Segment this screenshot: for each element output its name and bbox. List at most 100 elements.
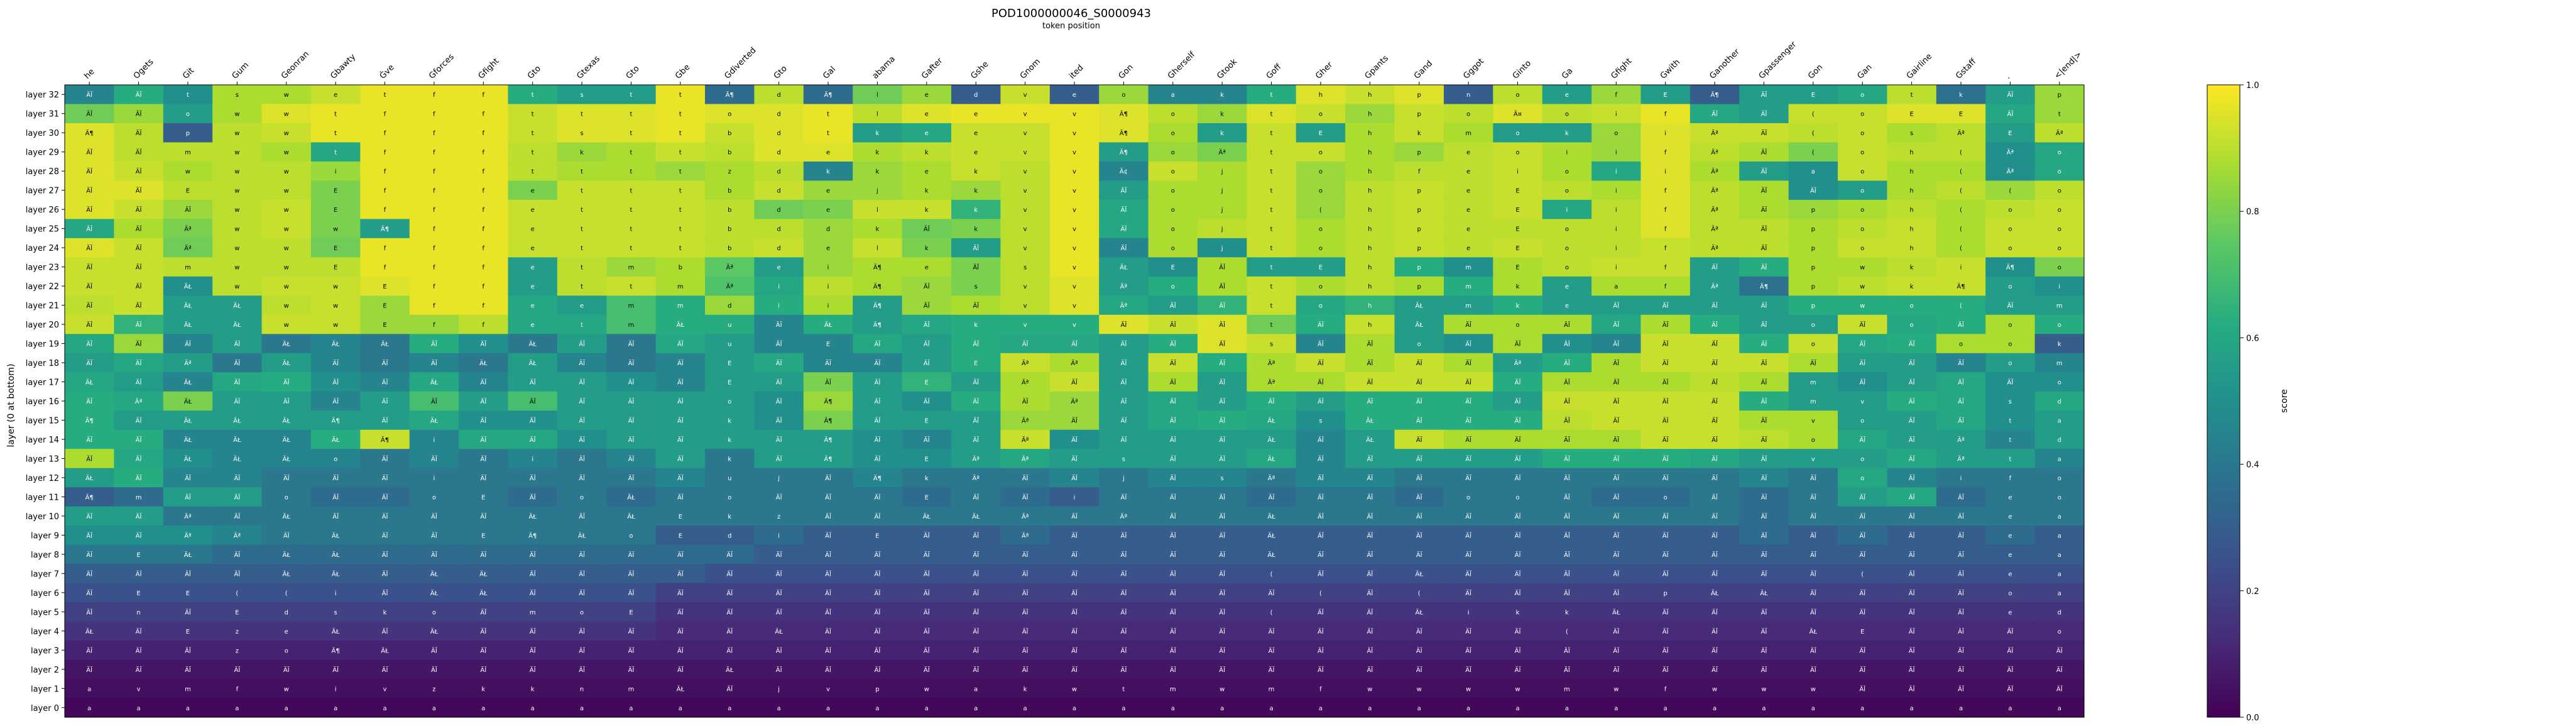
cell-token-label: f (433, 283, 435, 290)
heatmap-cell (1788, 525, 1838, 546)
heatmap-cell (1493, 429, 1543, 449)
cell-token-label: ÄĬ (875, 397, 881, 405)
heatmap-cell (212, 487, 263, 507)
heatmap-cell (1936, 564, 1986, 584)
heatmap-cell (1247, 487, 1297, 507)
heatmap-cell (1640, 372, 1691, 392)
heatmap-cell (655, 698, 706, 718)
heatmap-cell (409, 506, 459, 526)
cell-token-label: ÄĬ (1711, 340, 1718, 348)
cell-token-label: i (827, 303, 829, 310)
heatmap-cell (409, 219, 459, 239)
cell-token-label: p (1811, 265, 1815, 272)
cell-token-label: ÄĬ (924, 225, 930, 233)
heatmap-cell (261, 506, 312, 526)
heatmap-cell (853, 295, 903, 316)
heatmap-cells: ÄĬ ÄĬ t s w e t f f t s t t Ä¶ d Ä¶ l e d v e o a k t h h p n o e f E Ä¶ Ä… (65, 85, 2085, 718)
heatmap-cell (1838, 621, 1888, 641)
cell-token-label: ÄĬ (283, 666, 290, 674)
heatmap-cell (1788, 295, 1838, 316)
cell-token-label: e (580, 303, 584, 310)
heatmap-cell (951, 641, 1001, 661)
cell-token-label: p (1417, 265, 1421, 272)
heatmap-cell (2034, 698, 2085, 718)
cell-token-label: w (284, 265, 289, 272)
cell-token-label: u (728, 475, 731, 482)
cell-token-label: t (827, 111, 829, 118)
y-tick-label: layer 21 (26, 302, 59, 311)
cell-token-label: ÄĬ (726, 608, 733, 616)
heatmap-cell (1493, 238, 1543, 258)
cell-token-label: f (384, 188, 386, 195)
cell-token-label: s (580, 92, 583, 99)
heatmap-cell (1985, 123, 2036, 143)
heatmap-cell (1296, 410, 1346, 431)
heatmap-cell (1985, 391, 2036, 411)
heatmap-cell (557, 199, 607, 219)
cell-token-label: f (384, 168, 386, 175)
heatmap-cell (1345, 659, 1395, 679)
cell-token-label: v (1072, 130, 1076, 137)
cell-token-label: ÄĬ (1515, 340, 1521, 348)
heatmap-cell (951, 295, 1001, 316)
cell-token-label: f (1664, 111, 1667, 118)
heatmap-cell (114, 391, 164, 411)
heatmap-cell (1099, 449, 1149, 469)
cell-token-label: ÄĬ (1022, 397, 1029, 405)
heatmap-cell (1985, 276, 2036, 296)
heatmap-cell (1640, 564, 1691, 584)
cell-token-label: ÄŁ (283, 512, 291, 520)
heatmap-cell (1985, 372, 2036, 392)
heatmap-cell (508, 334, 558, 354)
cell-token-label: E (334, 245, 337, 252)
cell-token-label: ÄĬ (1170, 302, 1176, 310)
cell-token-label: s (1122, 456, 1125, 463)
heatmap-cell (655, 257, 706, 277)
cell-token-label: i (1566, 207, 1568, 214)
cell-token-label: a (1515, 705, 1519, 712)
cell-token-label: ÄĬ (86, 148, 92, 157)
heatmap-cell (459, 314, 509, 334)
cell-token-label: ÄĬ (1810, 359, 1816, 367)
cell-token-label: p (1417, 92, 1421, 99)
heatmap-cell (606, 468, 657, 488)
cell-token-label: o (1860, 226, 1864, 233)
cell-token-label: ÄĬ (480, 340, 486, 348)
x-tick-label: Git (181, 66, 196, 81)
cell-token-label: ÄĬ (332, 378, 339, 387)
cell-token-label: ÄŁ (184, 416, 192, 424)
heatmap-cell (557, 564, 607, 584)
cell-token-label: ÄĬ (2007, 302, 2014, 310)
cell-token-label: ÄĬ (1564, 340, 1570, 348)
cell-token-label: ÄĬ (1170, 378, 1176, 387)
cell-token-label: m (1465, 303, 1471, 310)
cell-token-label: ÄĬ (2056, 685, 2063, 693)
cell-token-label: Ä¶ (2006, 263, 2014, 272)
cell-token-label: ÄĬ (86, 110, 92, 118)
cell-token-label: k (925, 245, 929, 252)
cell-token-label: Äª (1957, 129, 1965, 137)
heatmap-cell (212, 257, 263, 277)
cell-token-label: ÄĬ (1761, 531, 1767, 539)
heatmap-cell (1247, 602, 1297, 622)
cell-token-label: ÄĬ (1711, 627, 1718, 635)
heatmap-cell (1394, 391, 1444, 411)
heatmap-cell (803, 276, 853, 296)
heatmap-cell (1197, 104, 1247, 124)
heatmap-cell (1936, 487, 1986, 507)
cell-token-label: E (186, 629, 190, 635)
cell-token-label: ÄĬ (1761, 397, 1767, 405)
heatmap-cell (1689, 468, 1740, 488)
heatmap-cell (803, 641, 853, 661)
cell-token-label: t (1270, 168, 1273, 175)
heatmap-cell (1099, 257, 1149, 277)
heatmap-cell (508, 85, 558, 105)
cell-token-label: ÄĬ (136, 416, 142, 424)
heatmap-cell (853, 257, 903, 277)
cell-token-label: f (384, 130, 386, 137)
heatmap-cell (261, 698, 312, 718)
heatmap-cell (409, 641, 459, 661)
heatmap-cell (1247, 334, 1297, 354)
heatmap-cell (1640, 334, 1691, 354)
